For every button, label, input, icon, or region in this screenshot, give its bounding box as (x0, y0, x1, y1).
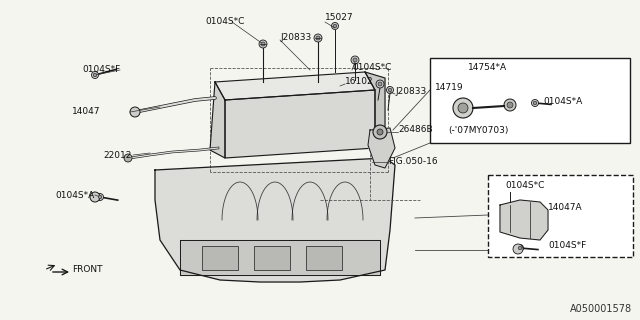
Polygon shape (210, 82, 225, 158)
Circle shape (90, 192, 100, 202)
Text: 0104S*A: 0104S*A (55, 190, 94, 199)
Polygon shape (180, 240, 380, 275)
Circle shape (130, 107, 140, 117)
Circle shape (261, 42, 265, 46)
Polygon shape (155, 158, 395, 282)
Polygon shape (368, 128, 395, 168)
Text: 22012: 22012 (103, 150, 131, 159)
Circle shape (531, 100, 538, 107)
Circle shape (333, 24, 337, 28)
Polygon shape (225, 90, 375, 158)
Bar (430, 58, 630, 143)
Text: 0104S*C: 0104S*C (505, 180, 545, 189)
Text: A050001578: A050001578 (570, 304, 632, 314)
Circle shape (513, 244, 523, 254)
Circle shape (507, 102, 513, 108)
Text: 14719: 14719 (435, 84, 463, 92)
Text: J20833: J20833 (395, 87, 426, 97)
Circle shape (508, 186, 512, 190)
Text: FRONT: FRONT (72, 266, 102, 275)
Circle shape (516, 244, 524, 252)
Circle shape (533, 101, 537, 105)
Circle shape (388, 88, 392, 92)
Text: 0104S*F: 0104S*F (548, 241, 586, 250)
Circle shape (259, 40, 267, 48)
Text: 14047: 14047 (72, 108, 100, 116)
Polygon shape (215, 72, 375, 100)
Circle shape (92, 71, 99, 78)
Circle shape (97, 194, 104, 201)
Text: 0104S*F: 0104S*F (82, 66, 120, 75)
Text: 15027: 15027 (325, 13, 354, 22)
Text: 14047A: 14047A (548, 204, 582, 212)
Circle shape (353, 58, 357, 62)
Bar (306, 246, 342, 270)
Text: 0104S*A: 0104S*A (543, 98, 582, 107)
Circle shape (504, 99, 516, 111)
Polygon shape (365, 72, 385, 148)
Circle shape (376, 80, 384, 88)
Bar (254, 246, 290, 270)
Circle shape (316, 36, 320, 40)
Circle shape (458, 103, 468, 113)
Circle shape (387, 86, 394, 93)
Circle shape (93, 73, 97, 77)
Text: 26486B: 26486B (398, 125, 433, 134)
Text: 0104S*C: 0104S*C (352, 63, 392, 73)
Text: 14754*A: 14754*A (468, 63, 507, 73)
Circle shape (351, 56, 359, 64)
Circle shape (378, 82, 382, 86)
Text: FIG.050-16: FIG.050-16 (388, 157, 438, 166)
Circle shape (124, 154, 132, 162)
Text: 16102: 16102 (345, 77, 374, 86)
Bar (202, 246, 238, 270)
Circle shape (99, 195, 102, 199)
Circle shape (314, 34, 322, 42)
Polygon shape (500, 200, 548, 240)
Bar (488, 175, 633, 257)
Circle shape (332, 22, 339, 29)
Circle shape (518, 246, 522, 250)
Circle shape (373, 125, 387, 139)
Text: J20833: J20833 (280, 33, 311, 42)
Circle shape (453, 98, 473, 118)
Circle shape (506, 184, 514, 192)
Text: (-'07MY0703): (-'07MY0703) (448, 125, 508, 134)
Text: 0104S*C: 0104S*C (205, 18, 244, 27)
Circle shape (377, 129, 383, 135)
